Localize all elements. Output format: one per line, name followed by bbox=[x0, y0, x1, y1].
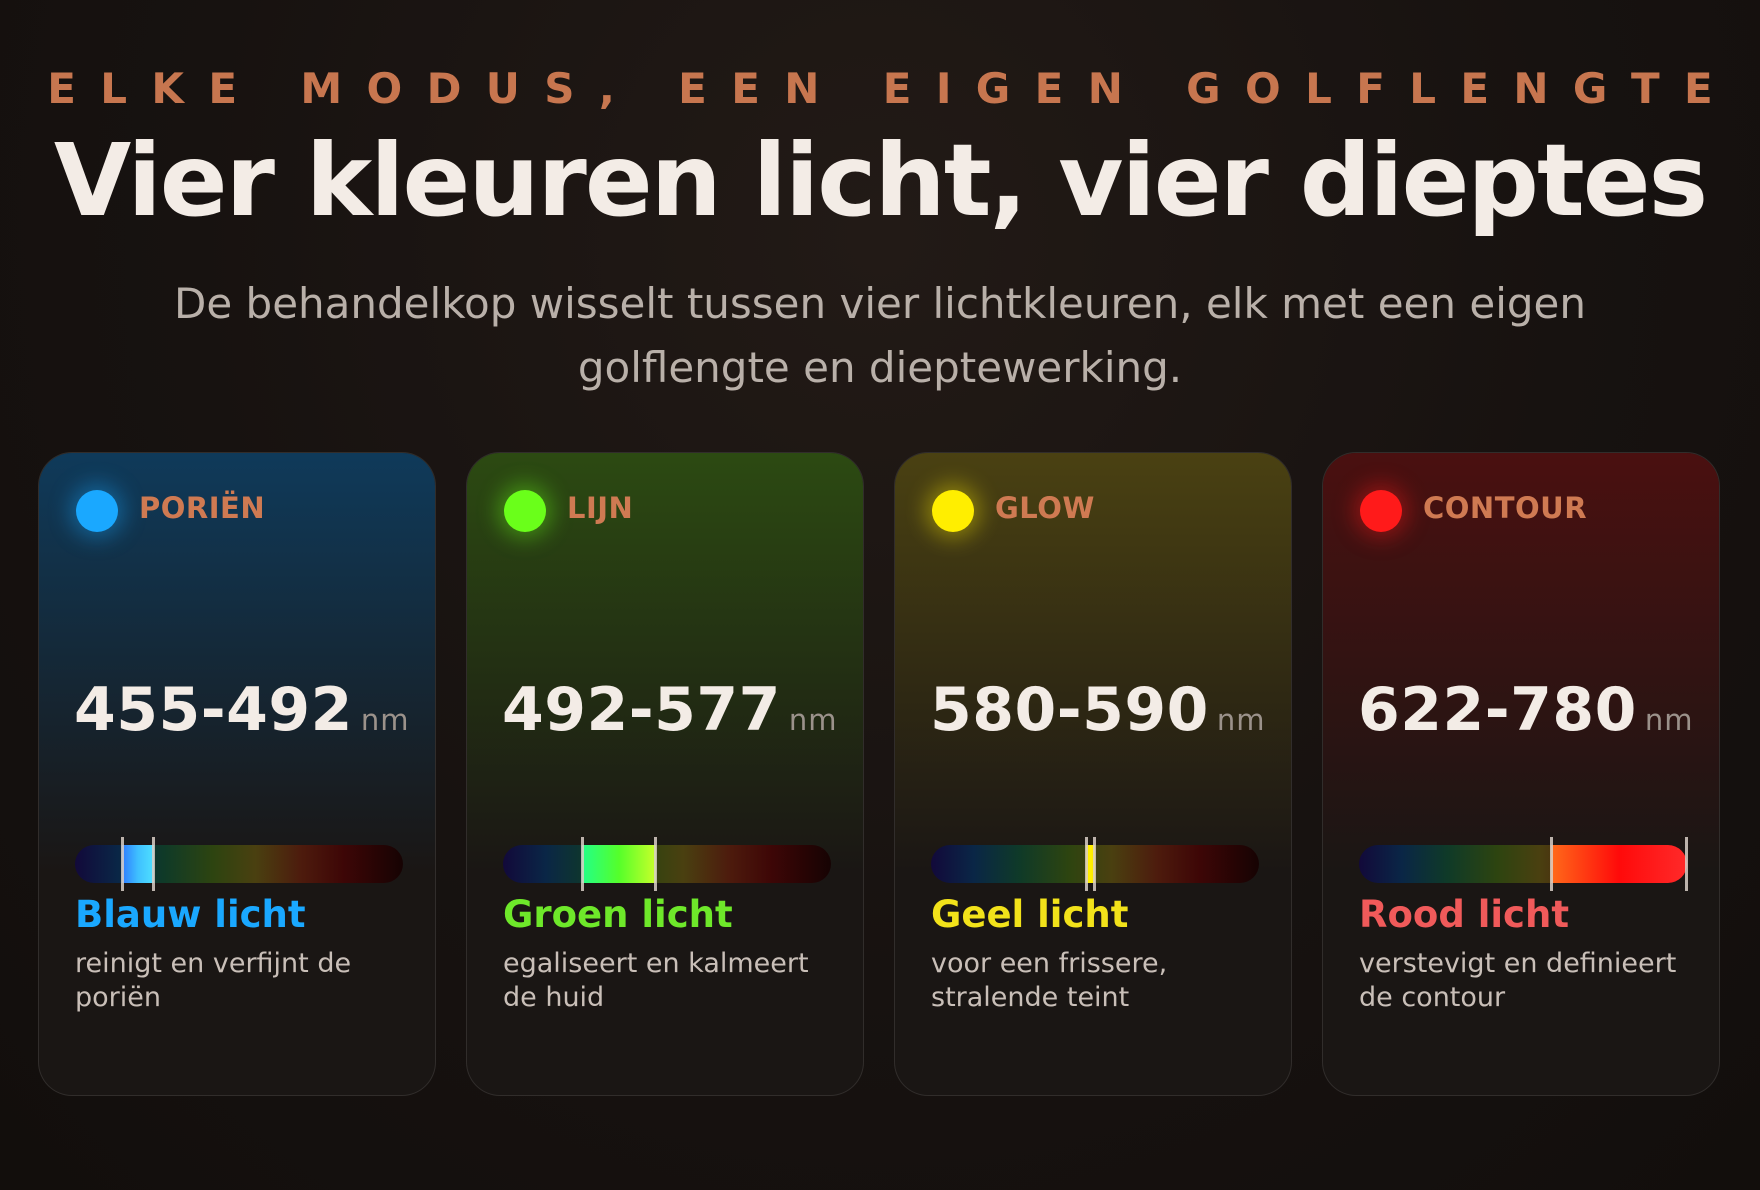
page-subtitle: De behandelkop wisselt tussen vier licht… bbox=[174, 279, 1586, 392]
spectrum-marker-end bbox=[1685, 837, 1688, 891]
card-contour[interactable]: CONTOUR 622-780 nm Rood licht verstevigt … bbox=[1322, 452, 1720, 1096]
spectrum-marker-start bbox=[121, 837, 124, 891]
wavelength-unit: nm bbox=[360, 703, 410, 737]
wavelength-range: 580-590 nm bbox=[930, 675, 1266, 745]
spectrum-marker-end bbox=[152, 837, 155, 891]
wavelength-range: 492-577 nm bbox=[502, 675, 838, 745]
spectrum-bar bbox=[1359, 837, 1688, 891]
green-light-dot-icon bbox=[504, 490, 546, 532]
light-description: egaliseert en kalmeert de huid bbox=[503, 948, 809, 1013]
mode-label: GLOW bbox=[995, 491, 1095, 525]
yellow-light-dot-icon bbox=[932, 490, 974, 532]
wavelength-unit: nm bbox=[1216, 703, 1266, 737]
spectrum-bar bbox=[931, 837, 1259, 891]
wavelength-range: 622-780 nm bbox=[1358, 675, 1694, 745]
spectrum-band bbox=[1551, 845, 1687, 883]
wavelength-range: 455-492 nm bbox=[74, 675, 410, 745]
spectrum-marker-start bbox=[581, 837, 584, 891]
blue-light-dot-icon bbox=[76, 490, 118, 532]
spectrum-band bbox=[1086, 845, 1095, 883]
card-glow-mode[interactable]: GLOW 580-590 nm Geel licht voor een friss… bbox=[894, 452, 1292, 1096]
red-light-dot-icon bbox=[1360, 490, 1402, 532]
wavelength-unit: nm bbox=[788, 703, 838, 737]
light-description: reinigt en verfijnt de poriën bbox=[75, 948, 352, 1013]
spectrum-bar bbox=[503, 837, 831, 891]
spectrum-band bbox=[122, 845, 154, 883]
mode-label: CONTOUR bbox=[1423, 491, 1588, 525]
mode-label: LIJN bbox=[567, 491, 634, 525]
spectrum-band bbox=[582, 845, 656, 883]
light-label: Rood licht bbox=[1359, 893, 1570, 936]
light-label: Geel licht bbox=[931, 893, 1129, 936]
spectrum-marker-end bbox=[654, 837, 657, 891]
card-porien[interactable]: PORIËN 455-492 nm Blauw licht reinigt en … bbox=[38, 452, 436, 1096]
card-lijn[interactable]: LIJN 492-577 nm Groen licht egaliseert en… bbox=[466, 452, 864, 1096]
mode-label: PORIËN bbox=[139, 491, 266, 525]
spectrum-marker-start bbox=[1550, 837, 1553, 891]
eyebrow: ELKE MODUS, EEN EIGEN GOLFLENGTE bbox=[47, 64, 1738, 113]
wavelength-unit: nm bbox=[1644, 703, 1694, 737]
spectrum-marker-start bbox=[1085, 837, 1088, 891]
light-label: Blauw licht bbox=[75, 893, 306, 936]
spectrum-marker-end bbox=[1093, 837, 1096, 891]
mode-cards: PORIËN 455-492 nm Blauw licht reinigt en … bbox=[38, 452, 1722, 1098]
light-description: voor een frissere, stralende teint bbox=[931, 948, 1168, 1013]
light-label: Groen licht bbox=[503, 893, 733, 936]
light-description: verstevigt en definieert de contour bbox=[1359, 948, 1677, 1013]
page-title: Vier kleuren licht, vier dieptes bbox=[53, 122, 1708, 239]
spectrum-bar bbox=[75, 837, 403, 891]
